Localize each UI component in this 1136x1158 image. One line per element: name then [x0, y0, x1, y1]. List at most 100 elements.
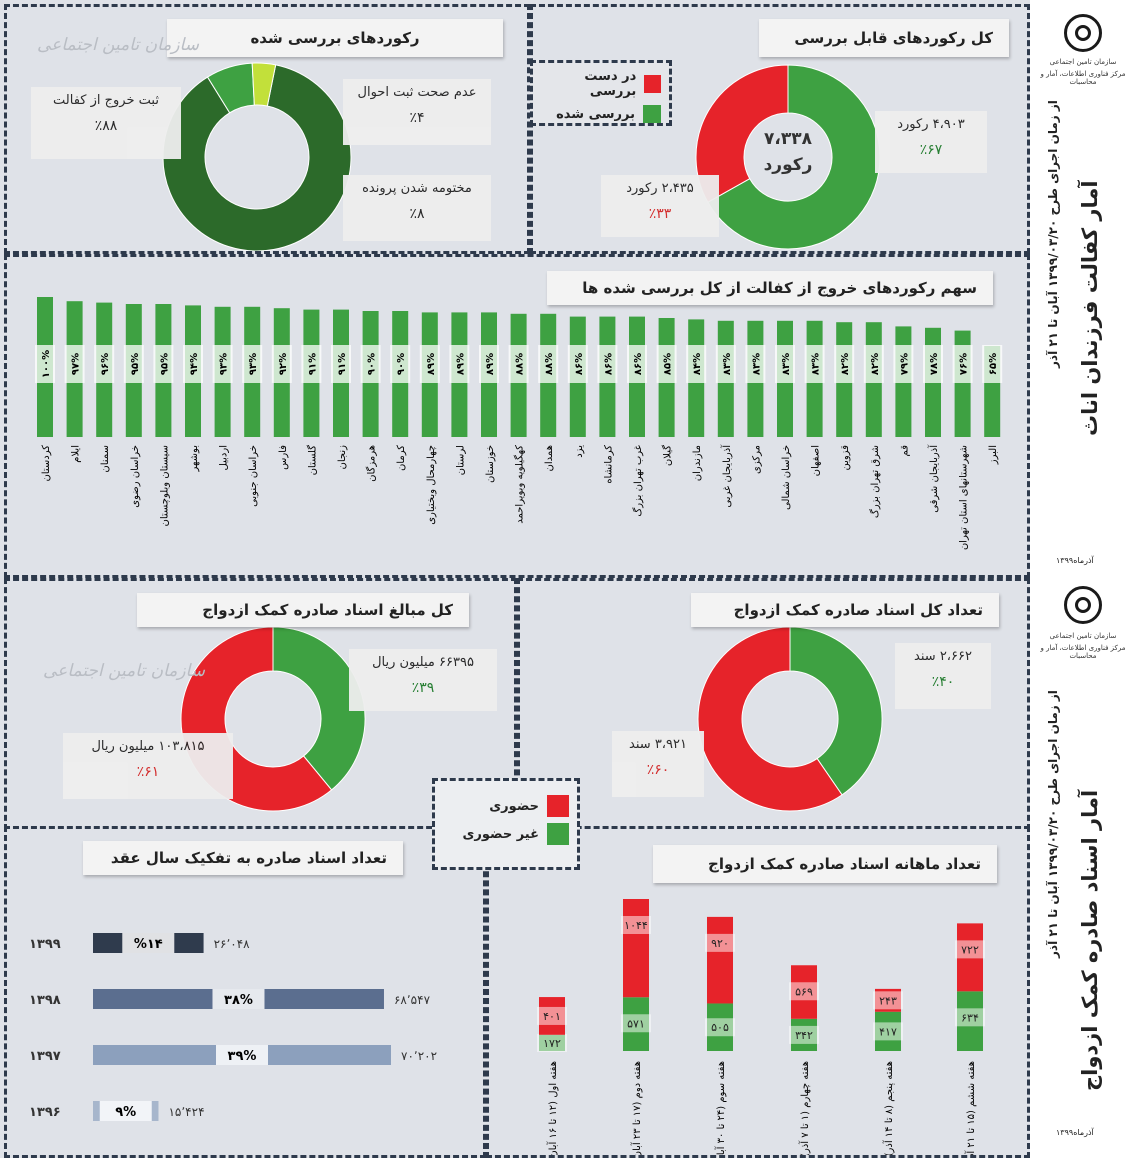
- legend-inperson-label: حضوری: [489, 798, 539, 814]
- province-category-label-22: مازندران: [692, 445, 703, 481]
- province-category-label-9: گلستان: [306, 445, 318, 476]
- top-title: آمار کفالت فرزندان اناث: [1078, 180, 1102, 436]
- province-category-label-25: خراسان شمالی: [781, 445, 792, 510]
- panel-reviewed-records: رکوردهای بررسی شده سازمان تامین اجتماعی …: [4, 4, 530, 254]
- callout-online-amount-pct: ٪۳۹: [411, 680, 435, 696]
- province-value-label-28: ۸۲%: [870, 353, 881, 375]
- province-label-bg-2: [94, 345, 115, 383]
- province-category-label-16: کهگیلویه وبویراحمد: [514, 445, 526, 524]
- monthly-value-label-2-1: ۹۲۰: [711, 937, 729, 950]
- callout-inperson-count-pct: ٪۶۰: [646, 762, 670, 778]
- province-share-title: سهم رکوردهای خروج از کفالت از کل بررسی ش…: [547, 271, 993, 305]
- callout-online-count: ۲،۶۶۲ سند ٪۴۰: [895, 643, 991, 709]
- year-pct-label-2: ۳۹%: [228, 1049, 257, 1064]
- province-category-label-20: غرب تهران بزرگ: [631, 445, 644, 517]
- monthly-value-label-3-0: ۳۴۲: [795, 1029, 813, 1042]
- province-value-label-4: ۹۵%: [159, 353, 170, 375]
- province-category-label-26: اصفهان: [811, 445, 822, 476]
- province-category-label-19: کرمانشاه: [603, 445, 614, 484]
- year-value-label-1: ۶۸٬۵۴۷: [394, 993, 431, 1007]
- year-category-label-1: ۱۳۹۸: [29, 993, 61, 1008]
- province-category-label-3: خراسان رضوی: [130, 445, 141, 508]
- legend-inperson-online: حضوری غیر حضوری: [432, 778, 580, 870]
- province-label-bg-14: [449, 345, 470, 383]
- year-value-label-2: ۷۰٬۲۰۲: [401, 1049, 437, 1063]
- province-category-label-15: خوزستان: [485, 445, 496, 483]
- callout-invalid-pct: ٪۴: [409, 110, 425, 126]
- province-label-bg-6: [212, 345, 233, 383]
- monthly-label-bg-2-0: [705, 1018, 735, 1037]
- legend-reviewed-label: بررسی شده: [556, 106, 635, 122]
- province-value-label-29: ۷۹%: [899, 353, 910, 375]
- province-value-label-16: ۸۸%: [515, 353, 526, 375]
- province-label-bg-1: [64, 345, 85, 383]
- province-category-label-13: چهارمحال وبختیاری: [426, 445, 437, 525]
- monthly-category-label-1: هفته دوم (۱۷ تا ۲۳ آبان): [630, 1061, 643, 1155]
- docs-amount-title: کل مبالغ اسناد صادره کمک ازدواج: [137, 593, 469, 627]
- org-sub-2: مرکز فناوری اطلاعات، آمار و محاسبات: [1040, 644, 1126, 660]
- org-name-2: سازمان تامین اجتماعی: [1049, 632, 1117, 640]
- province-category-label-14: لرستان: [455, 445, 466, 475]
- year-pct-bg-2: [216, 1045, 268, 1065]
- province-value-label-18: ۸۶%: [574, 353, 585, 375]
- province-value-label-7: ۹۳%: [248, 353, 259, 375]
- year-value-label-0: ۲۶٬۰۴۸: [214, 937, 251, 951]
- monthly-value-label-0-0: ۱۷۲: [543, 1037, 561, 1050]
- reviewed-records-title: رکوردهای بررسی شده: [167, 19, 503, 57]
- province-label-bg-27: [834, 345, 855, 383]
- province-category-label-32: البرز: [988, 445, 999, 465]
- year-category-label-2: ۱۳۹۷: [29, 1049, 61, 1064]
- province-label-bg-5: [183, 345, 203, 383]
- panel-province-share: ۱۰۰% کردستان ۹۷% ایلام ۹۶% سمنان ۹۵% خراسان رضو…: [4, 254, 1030, 578]
- watermark-2: سازمان تامین اجتماعی: [43, 661, 205, 681]
- legend-pending-swatch: [644, 75, 661, 93]
- docs-by-year-chart: %۱۴ ۲۶٬۰۴۸ ۱۳۹۹ ۳۸% ۶۸٬۵۴۷ ۱۳۹۸ ۳۹% ۷۰٬۲۰۲ ۱۳۹۷ ۹…: [29, 933, 437, 1121]
- total-records-slice-1: [695, 64, 789, 203]
- province-value-label-27: ۸۲%: [840, 353, 851, 375]
- province-label-bg-25: [775, 345, 795, 383]
- province-label-bg-4: [153, 345, 174, 383]
- province-label-bg-29: [893, 345, 914, 383]
- province-category-label-0: کردستان: [41, 445, 52, 482]
- total-records-title: کل رکوردهای قابل بررسی: [759, 19, 1009, 57]
- legend-inperson-swatch: [547, 795, 569, 817]
- province-category-label-2: سمنان: [100, 445, 111, 473]
- monthly-label-bg-5-1: [955, 940, 985, 959]
- monthly-label-bg-0-1: [537, 1006, 567, 1025]
- province-value-label-3: ۹۵%: [130, 353, 141, 375]
- callout-invalid: عدم صحت ثبت احوال ٪۴: [343, 79, 491, 145]
- province-value-label-8: ۹۲%: [278, 353, 289, 375]
- monthly-value-label-5-1: ۷۲۲: [961, 943, 979, 956]
- province-category-label-31: شهرستانهای استان تهران: [959, 445, 970, 550]
- monthly-bar-1-1: [623, 899, 649, 998]
- province-category-label-17: همدان: [544, 445, 555, 471]
- monthly-label-bg-3-0: [789, 1025, 819, 1044]
- province-value-label-10: ۹۱%: [337, 353, 348, 375]
- org-logo-icon-2: [1064, 586, 1102, 624]
- province-category-label-10: زنجان: [337, 445, 348, 470]
- province-category-label-29: قم: [899, 445, 910, 457]
- org-sub: مرکز فناوری اطلاعات، آمار و محاسبات: [1040, 70, 1126, 86]
- monthly-label-bg-4-1: [873, 991, 903, 1010]
- province-label-bg-12: [390, 345, 411, 383]
- province-label-bg-32: [982, 345, 1003, 383]
- province-value-label-14: ۸۹%: [455, 353, 466, 375]
- docs-count-title: تعداد کل اسناد صادره کمک ازدواج: [691, 593, 999, 627]
- docs-by-year-title: تعداد اسناد صادره به تفکیک سال عقد: [83, 841, 403, 875]
- monthly-category-label-0: هفته اول (۱۲ تا ۱۶ آبان): [546, 1061, 559, 1155]
- legend-online-label: غیر حضوری: [462, 826, 539, 842]
- legend-total-records: در دست بررسی بررسی شده: [530, 60, 672, 126]
- monthly-value-label-2-0: ۵۰۵: [711, 1021, 729, 1034]
- province-label-bg-13: [419, 345, 440, 383]
- callout-invalid-label: عدم صحت ثبت احوال: [357, 85, 477, 100]
- bottom-title: آمار اسناد صادره کمک ازدواج: [1078, 790, 1102, 1092]
- province-category-label-6: اردبیل: [219, 445, 230, 470]
- callout-inperson-amount-pct: ٪۶۱: [136, 764, 160, 780]
- monthly-docs-chart: ۱۷۲ ۴۰۱ هفته اول (۱۲ تا ۱۶ آبان) ۵۷۱ ۱۰۴۴ هفت…: [537, 899, 985, 1155]
- callout-inperson-count: ۳،۹۲۱ سند ٪۶۰: [612, 731, 704, 797]
- legend-reviewed-swatch: [643, 105, 661, 123]
- province-label-bg-30: [923, 345, 943, 383]
- callout-exit-pct: ٪۸۸: [94, 118, 118, 134]
- province-category-label-5: بوشهر: [189, 445, 200, 472]
- docs-count-slice-0: [789, 626, 883, 796]
